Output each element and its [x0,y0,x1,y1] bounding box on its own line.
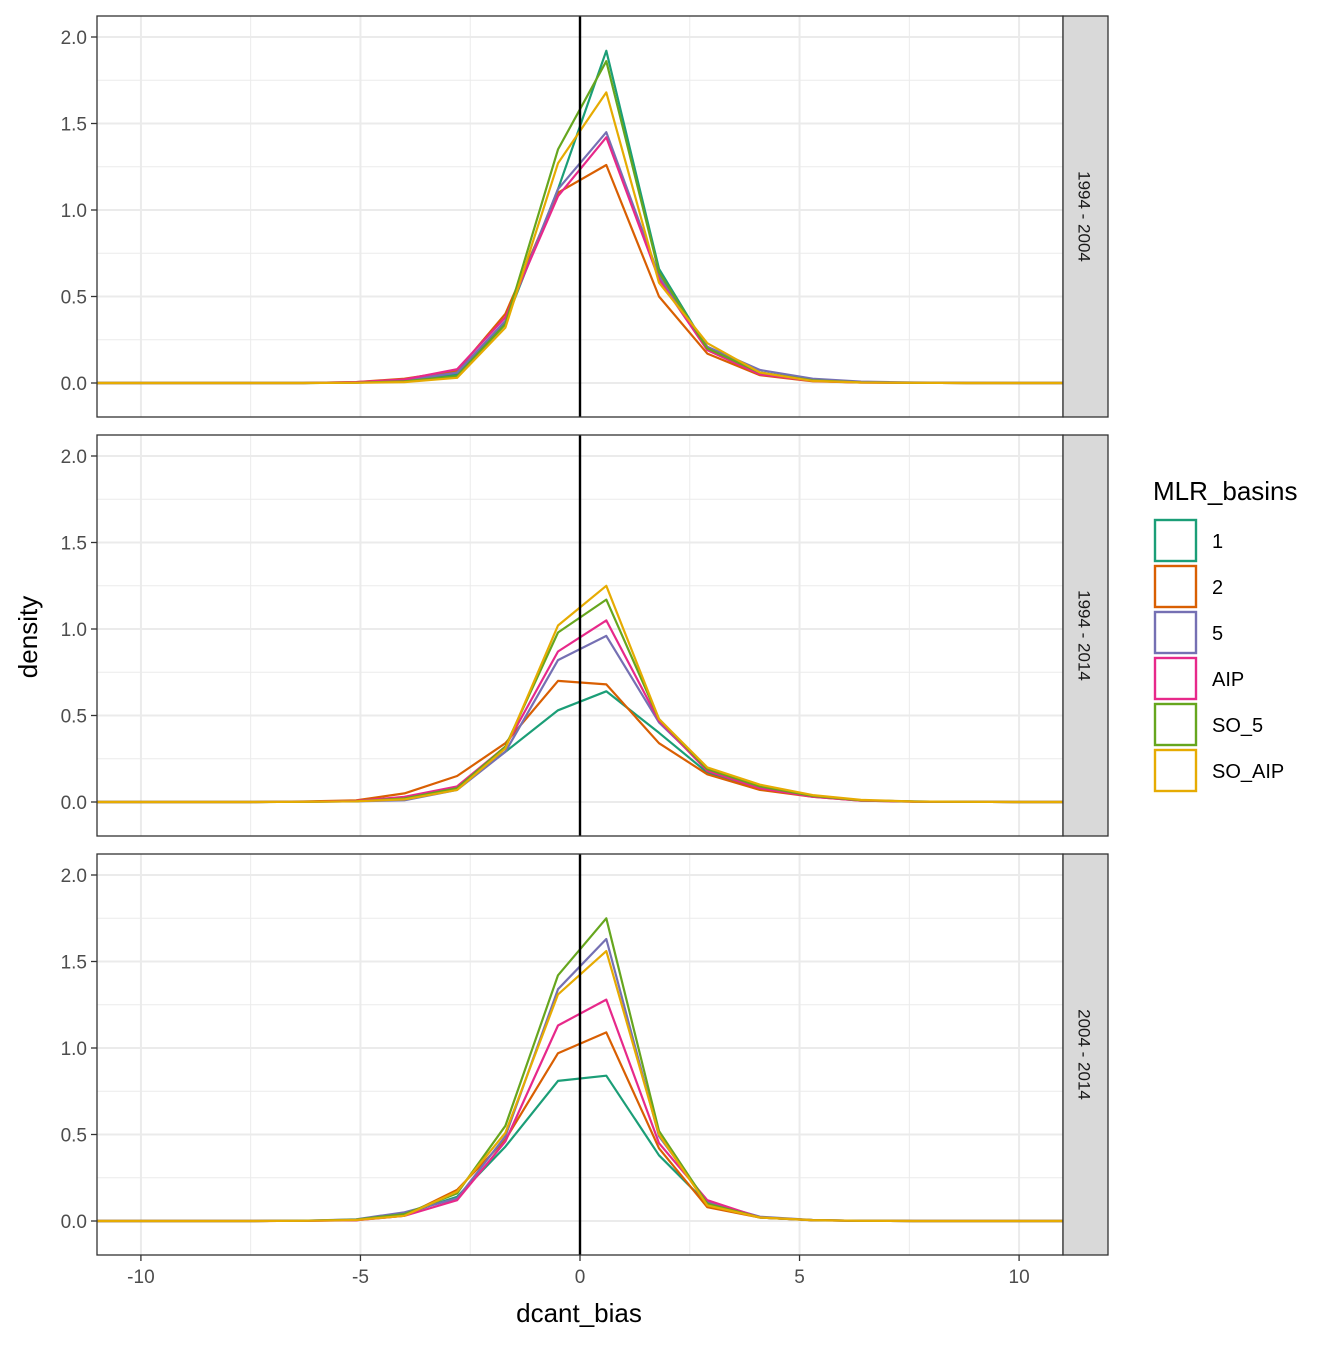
legend-key [1153,610,1198,655]
legend-item: AIP [1153,656,1244,701]
legend-item: 1 [1153,518,1223,563]
y-tick-label: 0.0 [61,793,87,814]
legend-label: AIP [1212,669,1244,691]
legend-label: SO_AIP [1212,761,1284,783]
series-line-so-aip [97,949,1063,1223]
legend-key [1153,518,1198,563]
y-tick-label: 0.5 [61,1126,87,1147]
legend-key [1153,564,1198,609]
y-tick-label: 0.5 [61,288,87,309]
x-tick-label: 5 [794,1267,805,1288]
y-tick-label: 0.5 [61,707,87,728]
legend-label: 5 [1212,623,1223,645]
series-line-so-aip [97,584,1063,804]
x-tick-label: -5 [352,1267,369,1288]
y-tick-label: 1.5 [61,115,87,136]
y-axis-label: density [13,596,43,678]
y-tick-label: 2.0 [61,866,87,887]
facet-panel: 1994 - 2014 0.0 0.5 1.0 1.5 2.0 [61,434,1109,837]
x-tick-label: 0 [575,1267,586,1288]
legend: MLR_basins 1 2 5 AIP SO_5 SO_AIP [1153,476,1298,793]
x-tick-label: -10 [127,1267,154,1288]
legend-item: SO_5 [1153,702,1263,747]
legend-item: SO_AIP [1153,748,1284,793]
x-axis: -10 -5 0 5 10 [127,1255,1030,1288]
legend-label: 1 [1212,531,1223,553]
legend-title: MLR_basins [1153,476,1298,506]
legend-key [1153,656,1198,701]
facet-panel: 1994 - 2004 0.0 0.5 1.0 1.5 2.0 [61,15,1109,418]
facet-strip-label: 1994 - 2004 [1075,171,1094,262]
facet-strip [1062,15,1109,418]
y-tick-label: 1.5 [61,953,87,974]
legend-label: SO_5 [1212,715,1263,737]
facet-panel: 2004 - 2014 0.0 0.5 1.0 1.5 2.0 [61,853,1109,1256]
y-tick-label: 2.0 [61,447,87,468]
y-tick-label: 1.0 [61,620,87,641]
legend-key [1153,702,1198,747]
facet-strip [1062,434,1109,837]
x-axis-label: dcant_bias [516,1298,642,1328]
facet-strip [1062,853,1109,1256]
y-tick-label: 1.0 [61,201,87,222]
legend-item: 2 [1153,564,1223,609]
legend-items: 1 2 5 AIP SO_5 SO_AIP [1153,518,1284,793]
y-tick-label: 1.0 [61,1039,87,1060]
y-tick-label: 0.0 [61,374,87,395]
y-tick-label: 2.0 [61,28,87,49]
facet-strip-label: 1994 - 2014 [1075,590,1094,681]
y-tick-label: 0.0 [61,1212,87,1233]
x-tick-label: 10 [1009,1267,1030,1288]
legend-label: 2 [1212,577,1223,599]
y-tick-label: 1.5 [61,534,87,555]
legend-key [1153,748,1198,793]
legend-item: 5 [1153,610,1223,655]
facet-panels: 1994 - 2004 0.0 0.5 1.0 1.5 2.0 1994 - 2014 0.0… [61,15,1109,1256]
facet-strip-label: 2004 - 2014 [1075,1009,1094,1100]
series-line-so-aip [97,91,1063,385]
